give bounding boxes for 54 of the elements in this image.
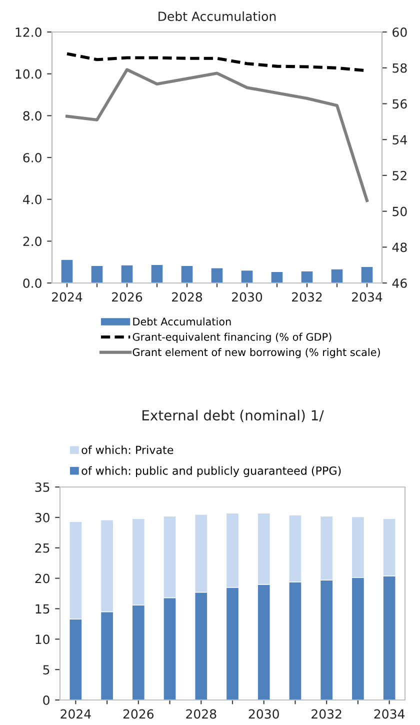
- bar: [180, 265, 194, 283]
- x-tick-label: 2026: [112, 292, 142, 302]
- x-tick-label: 2032: [312, 709, 342, 719]
- y-tick-label: 0.0: [23, 278, 42, 288]
- x-tick-label: 2034: [352, 292, 382, 302]
- y2-tick-label: 60: [392, 27, 407, 37]
- legend-label: of which: Private: [82, 445, 174, 454]
- y-tick-label: 5: [43, 665, 50, 674]
- legend-label: Grant element of new borrowing (% right scale): [132, 348, 380, 358]
- x-tick-label: 2024: [60, 709, 91, 719]
- y2-tick-label: 54: [392, 135, 407, 144]
- y-tick-label: 10.0: [16, 69, 42, 79]
- y-tick-label: 30: [35, 512, 50, 522]
- legend-label: of which: public and publicly guaranteed (PPG): [82, 466, 341, 477]
- bar: [150, 264, 164, 283]
- y-tick-label: 10: [36, 634, 50, 644]
- y-tick-label: 8.0: [23, 111, 42, 121]
- chart-title: External debt (nominal) 1/: [142, 410, 324, 422]
- legend-label: Grant-equivalent financing (% of GDP): [132, 332, 332, 343]
- y2-tick-label: 58: [392, 63, 407, 73]
- bar: [60, 259, 74, 283]
- bar: [240, 270, 254, 283]
- x-tick-label: 2030: [232, 292, 262, 302]
- y2-tick-label: 56: [392, 99, 407, 109]
- y-tick-label: 4.0: [23, 194, 42, 204]
- x-tick-label: 2030: [248, 709, 279, 719]
- x-tick-label: 2024: [52, 292, 82, 302]
- y-tick-label: 6.0: [23, 152, 42, 162]
- x-tick-label: 2034: [374, 709, 405, 719]
- y-tick-label: 12.0: [16, 27, 42, 37]
- y-tick-label: 2.0: [23, 236, 42, 246]
- bar: [210, 268, 224, 283]
- y-tick-label: 20: [35, 574, 50, 584]
- y-tick-label: 15: [36, 604, 50, 614]
- y2-tick-label: 50: [392, 206, 407, 216]
- y2-tick-label: 52: [392, 170, 406, 180]
- bar: [360, 266, 374, 283]
- y2-tick-label: 46: [392, 278, 407, 288]
- chart-title: Debt Accumulation: [158, 11, 276, 22]
- y-tick-label: 25: [35, 543, 50, 553]
- bar: [300, 270, 314, 283]
- bar: [120, 264, 134, 283]
- x-tick-label: 2028: [186, 709, 216, 719]
- x-tick-label: 2032: [292, 292, 322, 302]
- y-tick-label: 35: [35, 482, 50, 492]
- bar: [90, 265, 104, 283]
- x-tick-label: 2026: [123, 709, 154, 719]
- y-tick-label: 0: [43, 695, 50, 705]
- x-tick-label: 2028: [172, 292, 202, 302]
- legend-label: Debt Accumulation: [133, 317, 231, 326]
- bar: [330, 268, 344, 283]
- y2-tick-label: 48: [392, 242, 407, 252]
- line-series: [65, 68, 369, 202]
- bar: [270, 271, 284, 283]
